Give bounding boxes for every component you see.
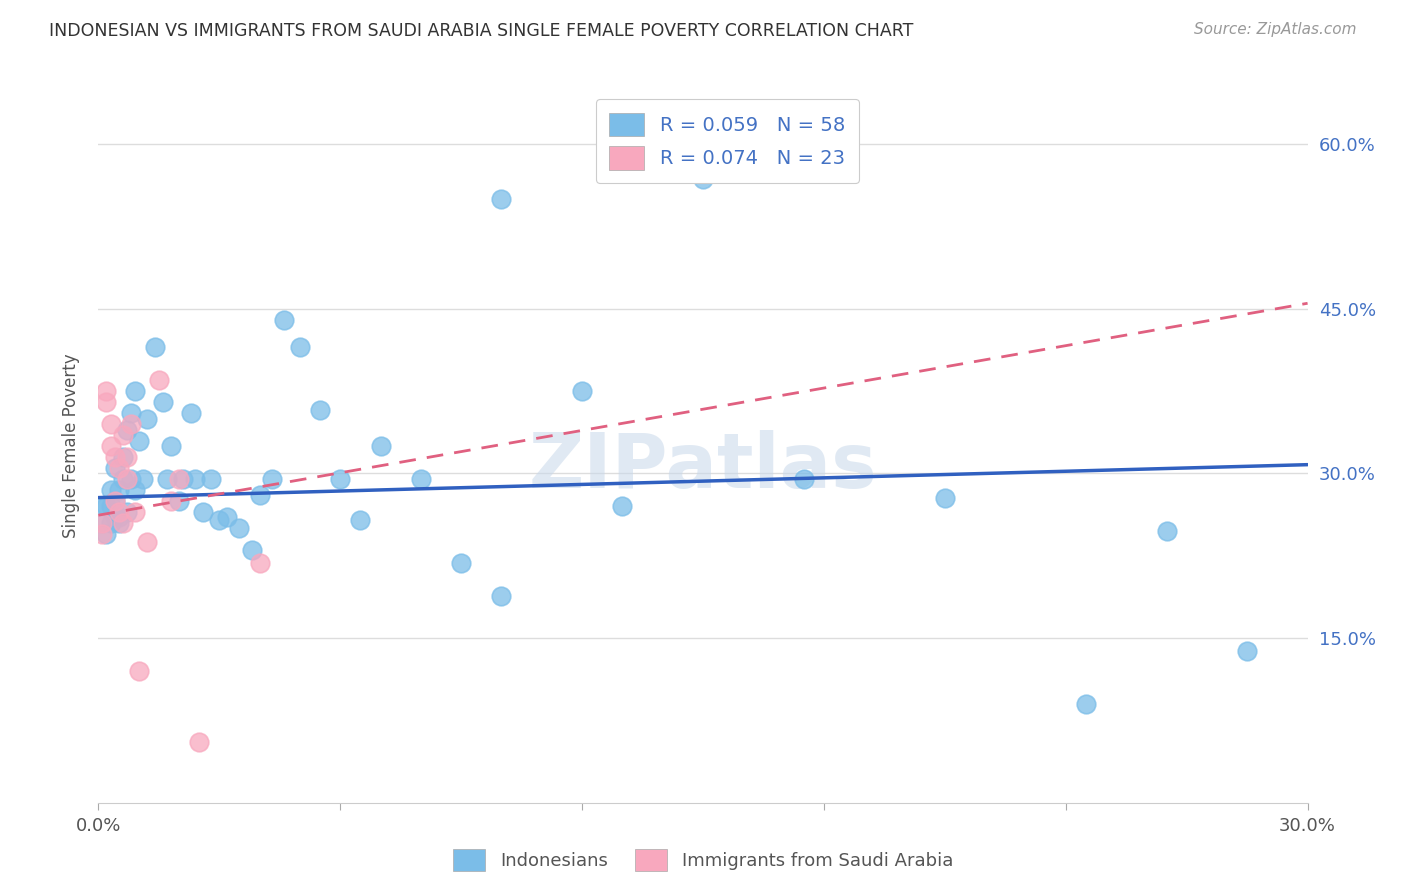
- Point: [111, 516, 134, 530]
- Point: [491, 192, 513, 206]
- Point: [249, 488, 271, 502]
- Point: [1074, 697, 1097, 711]
- Text: INDONESIAN VS IMMIGRANTS FROM SAUDI ARABIA SINGLE FEMALE POVERTY CORRELATION CHA: INDONESIAN VS IMMIGRANTS FROM SAUDI ARAB…: [49, 22, 914, 40]
- Point: [135, 411, 157, 425]
- Point: [273, 312, 295, 326]
- Point: [571, 384, 593, 398]
- Point: [115, 450, 138, 464]
- Point: [450, 557, 472, 571]
- Point: [96, 500, 118, 514]
- Point: [120, 472, 142, 486]
- Point: [200, 472, 222, 486]
- Text: ZIPatlas: ZIPatlas: [529, 431, 877, 504]
- Point: [107, 510, 129, 524]
- Point: [103, 450, 125, 464]
- Point: [128, 434, 150, 448]
- Point: [107, 483, 129, 497]
- Point: [160, 494, 183, 508]
- Point: [217, 510, 239, 524]
- Point: [103, 494, 125, 508]
- Point: [103, 494, 125, 508]
- Point: [115, 423, 138, 437]
- Point: [193, 505, 215, 519]
- Point: [120, 406, 142, 420]
- Point: [240, 543, 263, 558]
- Point: [120, 417, 142, 431]
- Point: [96, 395, 118, 409]
- Point: [692, 172, 714, 186]
- Point: [1236, 644, 1258, 658]
- Point: [249, 557, 271, 571]
- Point: [111, 450, 134, 464]
- Point: [409, 472, 432, 486]
- Point: [288, 340, 311, 354]
- Point: [124, 505, 146, 519]
- Point: [111, 472, 134, 486]
- Point: [103, 461, 125, 475]
- Point: [309, 402, 332, 417]
- Point: [100, 516, 122, 530]
- Point: [184, 472, 207, 486]
- Point: [107, 505, 129, 519]
- Point: [124, 384, 146, 398]
- Point: [96, 384, 118, 398]
- Point: [91, 500, 114, 514]
- Point: [91, 526, 114, 541]
- Point: [91, 516, 114, 530]
- Point: [148, 373, 170, 387]
- Point: [172, 472, 194, 486]
- Point: [793, 472, 815, 486]
- Point: [167, 472, 190, 486]
- Point: [491, 590, 513, 604]
- Point: [1156, 524, 1178, 538]
- Point: [124, 483, 146, 497]
- Point: [934, 491, 956, 505]
- Point: [111, 428, 134, 442]
- Point: [612, 500, 634, 514]
- Point: [180, 406, 202, 420]
- Point: [156, 472, 179, 486]
- Point: [329, 472, 352, 486]
- Point: [128, 664, 150, 678]
- Point: [100, 439, 122, 453]
- Legend: Indonesians, Immigrants from Saudi Arabia: Indonesians, Immigrants from Saudi Arabi…: [446, 842, 960, 879]
- Point: [100, 417, 122, 431]
- Point: [143, 340, 166, 354]
- Point: [208, 512, 231, 526]
- Y-axis label: Single Female Poverty: Single Female Poverty: [62, 354, 80, 538]
- Point: [115, 472, 138, 486]
- Legend: R = 0.059   N = 58, R = 0.074   N = 23: R = 0.059 N = 58, R = 0.074 N = 23: [596, 99, 859, 184]
- Point: [370, 439, 392, 453]
- Point: [135, 534, 157, 549]
- Text: Source: ZipAtlas.com: Source: ZipAtlas.com: [1194, 22, 1357, 37]
- Point: [100, 500, 122, 514]
- Point: [107, 461, 129, 475]
- Point: [100, 483, 122, 497]
- Point: [91, 516, 114, 530]
- Point: [96, 526, 118, 541]
- Point: [107, 516, 129, 530]
- Point: [152, 395, 174, 409]
- Point: [228, 521, 250, 535]
- Point: [349, 512, 371, 526]
- Point: [260, 472, 283, 486]
- Point: [160, 439, 183, 453]
- Point: [115, 505, 138, 519]
- Point: [132, 472, 155, 486]
- Point: [103, 510, 125, 524]
- Point: [167, 494, 190, 508]
- Point: [188, 735, 211, 749]
